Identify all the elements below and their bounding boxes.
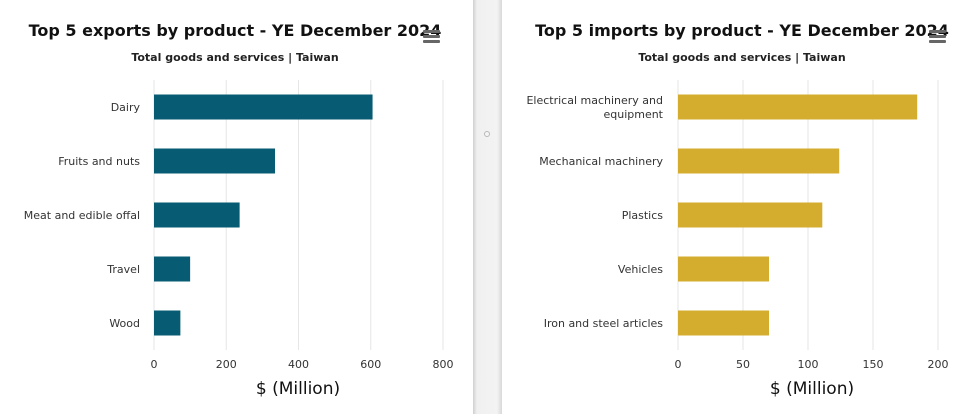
- exports-category-label: Travel: [106, 263, 140, 276]
- exports-category-label: Wood: [109, 317, 140, 330]
- imports-bar-chart: 0 50 100 150 200 Electrical machinery and equi…: [526, 80, 949, 399]
- exports-axis-title: $ (Million): [256, 379, 340, 399]
- exports-chart-panel: Top 5 exports by product - YE December 2…: [0, 0, 473, 414]
- imports-tick-label: 150: [863, 358, 884, 371]
- imports-chart-title: Top 5 imports by product - YE December 2…: [535, 21, 949, 40]
- panel-divider[interactable]: [473, 0, 502, 414]
- imports-category-label: Mechanical machinery: [539, 155, 663, 168]
- exports-tick-label: 600: [360, 358, 381, 371]
- imports-bar[interactable]: [678, 256, 769, 282]
- imports-chart-menu-icon[interactable]: [929, 30, 946, 43]
- exports-tick-label: 400: [288, 358, 309, 371]
- imports-chart-panel: Top 5 imports by product - YE December 2…: [502, 0, 975, 414]
- imports-bar[interactable]: [678, 148, 840, 174]
- imports-bar[interactable]: [678, 94, 918, 120]
- imports-category-label: Vehicles: [618, 263, 663, 276]
- divider-handle-icon[interactable]: [484, 131, 490, 137]
- imports-category-label: Iron and steel articles: [544, 317, 664, 330]
- exports-chart-menu-icon[interactable]: [423, 30, 440, 43]
- exports-chart-subtitle: Total goods and services | Taiwan: [131, 51, 339, 64]
- exports-bar[interactable]: [154, 148, 276, 174]
- imports-tick-label: 100: [798, 358, 819, 371]
- exports-category-label: Meat and edible offal: [24, 209, 140, 222]
- imports-tick-label: 50: [736, 358, 750, 371]
- exports-bar[interactable]: [154, 256, 191, 282]
- imports-tick-label: 200: [928, 358, 949, 371]
- exports-bar[interactable]: [154, 202, 240, 228]
- exports-bar-chart: 0 200 400 600 800 Dairy Fruits and nuts Meat an…: [24, 80, 454, 399]
- imports-category-label: Plastics: [622, 209, 664, 222]
- exports-category-label: Fruits and nuts: [58, 155, 140, 168]
- exports-bar[interactable]: [154, 94, 373, 120]
- exports-category-label: Dairy: [111, 101, 141, 114]
- imports-category-label: Electrical machinery and equipment: [526, 94, 663, 121]
- imports-bar[interactable]: [678, 202, 823, 228]
- imports-axis-title: $ (Million): [770, 379, 854, 399]
- exports-tick-label: 800: [433, 358, 454, 371]
- imports-tick-label: 0: [675, 358, 682, 371]
- exports-chart-title: Top 5 exports by product - YE December 2…: [28, 21, 442, 40]
- imports-bar[interactable]: [678, 310, 769, 336]
- exports-tick-label: 0: [151, 358, 158, 371]
- imports-chart-subtitle: Total goods and services | Taiwan: [638, 51, 846, 64]
- exports-tick-label: 200: [216, 358, 237, 371]
- exports-bar[interactable]: [154, 310, 181, 336]
